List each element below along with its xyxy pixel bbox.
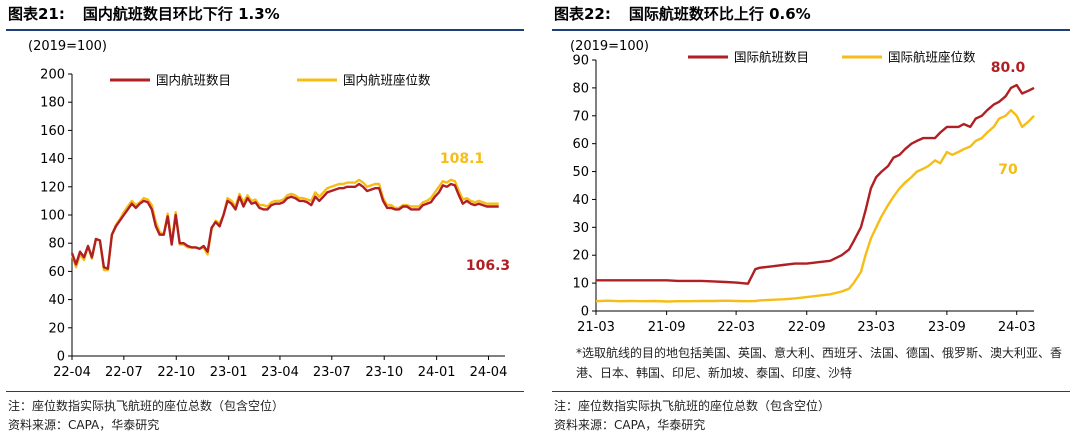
destination-footnote: *选取航线的目的地包括美国、英国、意大利、西班牙、法国、德国、俄罗斯、澳大利亚、… xyxy=(576,346,1063,380)
x-tick-label: 24-04 xyxy=(470,365,508,380)
legend-label: 国际航班数目 xyxy=(734,50,809,65)
y-tick-label: 80 xyxy=(48,237,65,252)
y-tick-label: 50 xyxy=(572,165,589,180)
y-tick-label: 200 xyxy=(40,68,65,83)
y-tick-label: 140 xyxy=(40,152,65,167)
note-text: 注：座位数指实际执飞航班的座位总数（包含空位） xyxy=(8,399,285,413)
y-tick-label: 70 xyxy=(572,109,589,124)
chart-panel-international: 图表22: 国际航班数环比上行 0.6% (2019=100) 0 10 20 30 40 5… xyxy=(546,0,1076,440)
value-annotation: 106.3 xyxy=(466,258,510,274)
y-tick-label: 40 xyxy=(572,193,589,208)
legend-label: 国际航班座位数 xyxy=(888,50,976,65)
x-tick-label: 23-01 xyxy=(210,365,248,380)
x-tick-label: 22-10 xyxy=(157,365,195,380)
x-tick-label: 21-09 xyxy=(648,320,686,335)
value-annotation: 70 xyxy=(998,162,1018,178)
series-line-flights xyxy=(70,182,499,270)
y-tick-label: 120 xyxy=(40,180,65,195)
unit-label: (2019=100) xyxy=(28,39,107,54)
y-tick-label: 30 xyxy=(572,221,589,236)
chart-title: 图表22: 国际航班数环比上行 0.6% xyxy=(554,3,811,24)
title-rule xyxy=(6,29,524,31)
y-tick-label: 160 xyxy=(40,124,65,139)
series-line-seats xyxy=(70,178,499,272)
x-tick-label: 22-07 xyxy=(105,365,143,380)
line-chart-international: (2019=100) 0 10 20 30 40 50 60 70 80 90 21-03 21-09 2… xyxy=(570,39,1036,335)
series-line-seats xyxy=(595,108,1035,303)
line-chart-domestic: (2019=100) 0 20 40 60 80 100 120 140 160 180 200 22-… xyxy=(28,39,510,380)
y-tick-label: 0 xyxy=(581,305,589,320)
y-tick-label: 100 xyxy=(40,209,65,224)
x-tick-label: 22-09 xyxy=(788,320,826,335)
series-line-flights xyxy=(596,83,1035,285)
x-tick-label: 21-03 xyxy=(577,320,615,335)
value-annotation: 80.0 xyxy=(991,60,1026,76)
x-tick-label: 23-07 xyxy=(313,365,351,380)
y-tick-label: 180 xyxy=(40,96,65,111)
note-text: 注：座位数指实际执飞航班的座位总数（包含空位） xyxy=(554,399,831,413)
y-tick-label: 60 xyxy=(48,265,65,280)
x-tick-label: 23-03 xyxy=(857,320,895,335)
y-tick-label: 40 xyxy=(48,293,65,308)
chart-title: 图表21: 国内航班数目环比下行 1.3% xyxy=(8,3,280,24)
y-tick-label: 20 xyxy=(48,321,65,336)
legend-label: 国内航班数目 xyxy=(156,73,231,88)
y-tick-label: 80 xyxy=(572,81,589,96)
x-tick-label: 22-03 xyxy=(717,320,755,335)
figure-title: 国内航班数目环比下行 1.3% xyxy=(82,5,280,23)
x-tick-label: 24-01 xyxy=(418,365,456,380)
figure-label: 图表22: xyxy=(554,5,611,23)
y-tick-label: 90 xyxy=(572,54,589,69)
source-text: 资料来源：CAPA，华泰研究 xyxy=(8,418,160,432)
title-rule xyxy=(552,29,1070,31)
y-tick-label: 10 xyxy=(572,277,589,292)
x-tick-label: 23-09 xyxy=(928,320,966,335)
chart-panel-domestic: 图表21: 国内航班数目环比下行 1.3% (2019=100) 0 20 40 60 80… xyxy=(0,0,530,440)
y-tick-label: 20 xyxy=(572,249,589,264)
notes-rule xyxy=(552,391,1070,392)
figure-label: 图表21: xyxy=(8,5,65,23)
y-tick-label: 0 xyxy=(57,350,65,365)
legend-label: 国内航班座位数 xyxy=(343,73,431,88)
value-annotation: 108.1 xyxy=(440,151,484,167)
x-tick-label: 23-10 xyxy=(365,365,403,380)
x-tick-label: 22-04 xyxy=(53,365,91,380)
source-text: 资料来源：CAPA，华泰研究 xyxy=(554,418,706,432)
notes-rule xyxy=(6,391,524,392)
y-tick-label: 60 xyxy=(572,137,589,152)
unit-label: (2019=100) xyxy=(570,39,649,54)
x-tick-label: 24-03 xyxy=(998,320,1036,335)
x-tick-label: 23-04 xyxy=(261,365,299,380)
figure-title: 国际航班数环比上行 0.6% xyxy=(628,5,811,23)
